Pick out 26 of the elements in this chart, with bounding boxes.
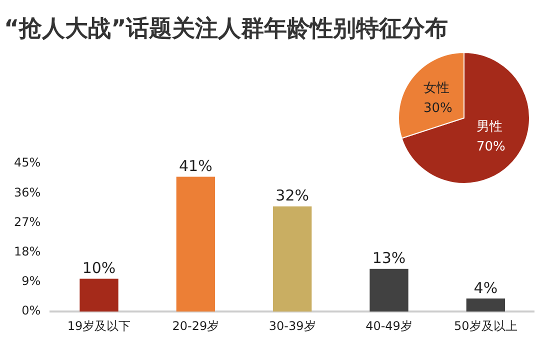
bar: [466, 298, 505, 312]
data-label: 30%: [424, 101, 452, 116]
y-tick-label: 36%: [14, 185, 41, 200]
y-tick-label: 27%: [14, 214, 41, 229]
bar: [370, 268, 408, 312]
data-label: 4%: [474, 278, 498, 297]
x-tick-label: 20-29岁: [172, 318, 220, 333]
data-label: 10%: [82, 259, 116, 278]
x-tick-label: 40-49岁: [366, 318, 412, 333]
y-tick-label: 9%: [22, 274, 41, 288]
chart-title: “抢人大战”话题关注人群年龄性别特征分布: [4, 14, 448, 42]
slice-label: 男性: [476, 120, 502, 135]
x-tick-label: 30-39岁: [268, 318, 316, 333]
bar: [176, 176, 216, 312]
bar: [80, 278, 118, 312]
x-tick-label: 50岁及以上: [454, 318, 518, 333]
data-label: 41%: [179, 157, 212, 176]
bar: [273, 206, 312, 312]
y-tick-label: 18%: [14, 244, 41, 259]
x-tick-label: 19岁及以下: [67, 318, 131, 333]
slice-label: 女性: [424, 81, 450, 96]
data-label: 70%: [476, 140, 506, 155]
data-label: 13%: [372, 249, 406, 268]
y-tick-label: 0%: [22, 304, 41, 318]
y-tick-label: 45%: [14, 156, 41, 170]
data-label: 32%: [276, 186, 310, 205]
